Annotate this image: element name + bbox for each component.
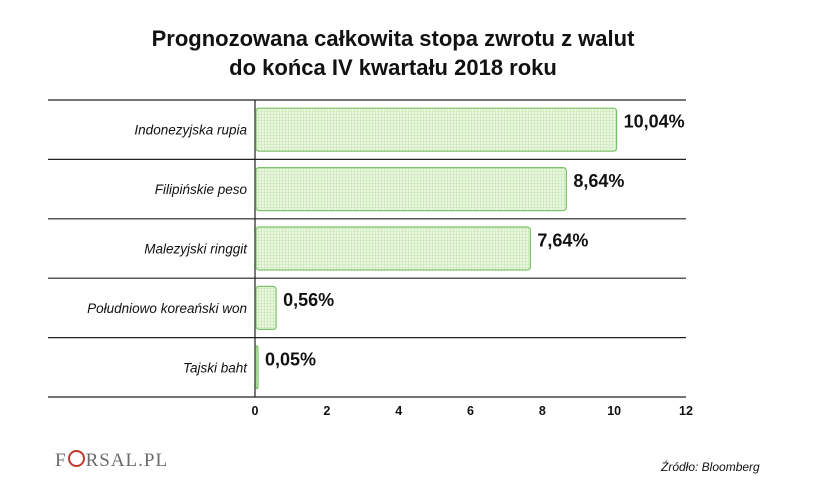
chart-title: Prognozowana całkowita stopa zwrotu z wa… <box>0 24 786 82</box>
x-tick-label: 0 <box>252 404 259 418</box>
logo-o-icon <box>67 450 85 467</box>
bar <box>255 167 567 212</box>
source-note: Źródło: Bloomberg <box>661 460 760 474</box>
value-label: 7,64% <box>537 231 588 251</box>
x-tick-label: 4 <box>395 404 402 418</box>
x-tick-label: 10 <box>607 404 621 418</box>
x-tick-label: 8 <box>539 404 546 418</box>
value-label: 8,64% <box>573 171 624 191</box>
value-label: 0,56% <box>283 290 334 310</box>
chart-title-line-2: do końca IV kwartału 2018 roku <box>229 55 557 80</box>
x-tick-label: 2 <box>323 404 330 418</box>
chart-title-line-1: Prognozowana całkowita stopa zwrotu z wa… <box>151 26 635 51</box>
x-tick-label: 6 <box>467 404 474 418</box>
bar <box>255 345 259 390</box>
bar <box>255 107 618 152</box>
category-label: Indonezyjska rupia <box>134 123 247 138</box>
bar <box>255 226 532 271</box>
category-label: Południowo koreański won <box>87 301 247 316</box>
category-label: Filipińskie peso <box>155 182 248 197</box>
category-label: Malezyjski ringgit <box>144 242 248 257</box>
chart-plot-area: Indonezyjska rupia 10,04% Filipińskie peso… <box>48 99 693 418</box>
forsal-logo: F RSAL.PL <box>55 450 169 471</box>
x-tick-label: 12 <box>679 404 693 418</box>
value-label: 10,04% <box>624 112 685 132</box>
category-label: Tajski baht <box>183 360 248 375</box>
bar <box>255 285 277 330</box>
value-label: 0,05% <box>265 349 316 369</box>
